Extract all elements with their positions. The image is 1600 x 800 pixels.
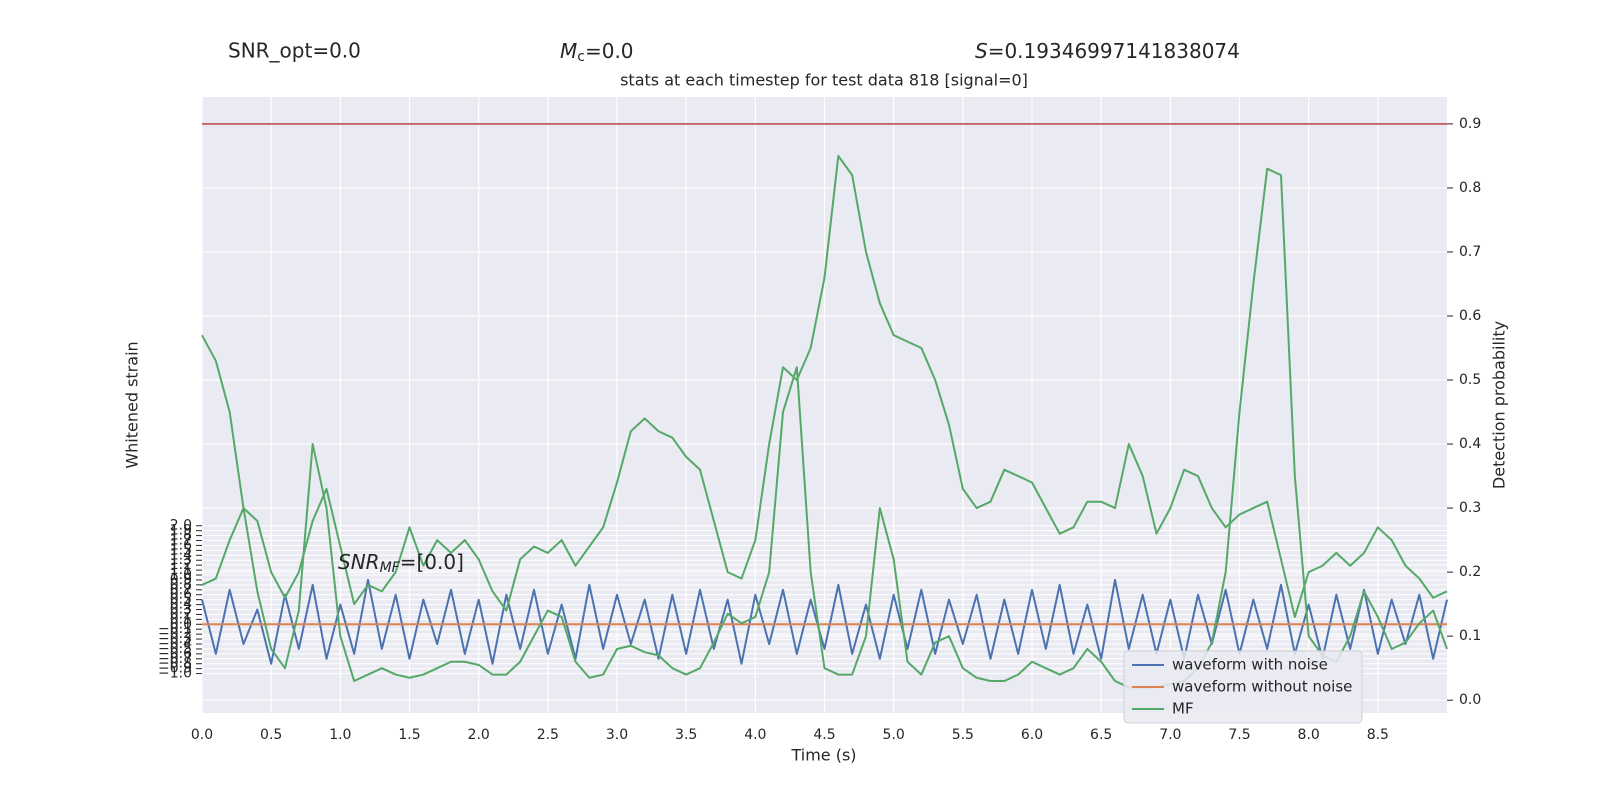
value: =[0.0]	[400, 550, 464, 574]
y-tick-label: −0.8	[158, 656, 192, 672]
y-tick-label: 0.1	[170, 611, 192, 627]
chirp-mass: Mc=0.0	[560, 39, 634, 66]
y-tick-label: 0.7	[170, 582, 192, 598]
x-tick-label: 1.5	[398, 727, 420, 743]
chart-title: stats at each timestep for test data 818…	[620, 71, 1028, 90]
y-tick-label: 2.0	[170, 518, 192, 534]
x-tick-label: 5.0	[883, 727, 905, 743]
y-tick-label: −0.5	[158, 641, 192, 657]
y-tick-label: 1.0	[170, 567, 192, 583]
axes: 0.0 0.5 1.0 1.5 2.0 2.5 3.0 3.5 4.0 4.5 5.0 5.5 6.0 6…	[158, 116, 1481, 743]
y-tick-label: 0.3	[170, 602, 192, 618]
y-tick-label: 1.5	[170, 542, 192, 558]
y-tick-label: 1.6	[170, 537, 192, 553]
subscript: c	[577, 49, 585, 65]
y2-tick-label: 0.3	[1459, 500, 1481, 516]
marks	[201, 123, 1448, 689]
x-axis-label: Time (s)	[790, 746, 856, 765]
legend-box	[1123, 650, 1363, 724]
y2-tick-label: 0.8	[1459, 180, 1481, 196]
y-tick-label: −0.4	[158, 636, 192, 652]
y2-tick-label: 0.9	[1459, 116, 1481, 132]
y-tick-label: −0.1	[158, 621, 192, 637]
y-tick-label: 0.2	[170, 606, 192, 622]
x-tick-label: 6.5	[1090, 727, 1112, 743]
legend-label: waveform with noise	[1172, 656, 1328, 674]
symbol: SNR	[338, 550, 380, 574]
series-line	[201, 167, 1448, 689]
y-tick-label: 0.4	[170, 597, 192, 613]
y-axis-label: Whitened strain	[123, 341, 142, 468]
y-tick-label: −0.3	[158, 631, 192, 647]
legend: waveform with noise waveform without nois…	[1123, 650, 1363, 724]
y-tick-label: 0.5	[170, 592, 192, 608]
x-tick-label: 8.0	[1298, 727, 1320, 743]
x-tick-label: 8.5	[1367, 727, 1389, 743]
x-tick-label: 3.5	[675, 727, 697, 743]
subscript: MF	[380, 560, 401, 576]
y2-tick-label: 0.5	[1459, 372, 1481, 388]
y2-axis-label: Detection probability	[1490, 321, 1509, 489]
legend-label: MF	[1172, 700, 1194, 718]
s-value: S=0.19346997141838074	[975, 39, 1240, 63]
y-tick-label: 1.8	[170, 528, 192, 544]
y-tick-label: −0.7	[158, 651, 192, 667]
value: =0.0	[585, 39, 634, 63]
y-tick-label: −1.0	[158, 666, 192, 682]
y2-tick-label: 0.1	[1459, 628, 1481, 644]
x-tick-label: 4.0	[744, 727, 766, 743]
symbol: M	[560, 39, 577, 63]
y2-tick-label: 0.2	[1459, 564, 1481, 580]
y-tick-label: 0.9	[170, 572, 192, 588]
y-tick-label: 0.6	[170, 587, 192, 603]
value: =0.19346997141838074	[988, 39, 1240, 63]
y-tick-label: 0.8	[170, 577, 192, 593]
y-tick-label: 0.0	[170, 616, 192, 632]
series-line	[201, 154, 1448, 618]
y-tick-label: 1.4	[170, 547, 192, 563]
y-tick-label: −0.2	[158, 626, 192, 642]
x-tick-label: 2.5	[537, 727, 559, 743]
x-tick-label: 1.0	[329, 727, 351, 743]
y-tick-label: 1.2	[170, 557, 192, 573]
y2-tick-label: 0.0	[1459, 692, 1481, 708]
x-tick-label: 0.0	[191, 727, 213, 743]
x-tick-label: 5.5	[952, 727, 974, 743]
y-tick-label: −0.6	[158, 646, 192, 662]
legend-label: waveform without noise	[1172, 678, 1352, 696]
y-tick-label: 1.1	[170, 562, 192, 578]
x-tick-label: 7.0	[1159, 727, 1181, 743]
snr-opt: SNR_opt=0.0	[228, 39, 361, 63]
x-tick-label: 2.0	[468, 727, 490, 743]
x-tick-label: 6.0	[1021, 727, 1043, 743]
x-tick-label: 3.0	[606, 727, 628, 743]
y-tick-label: 1.7	[170, 533, 192, 549]
y2-tick-label: 0.6	[1459, 308, 1481, 324]
y-tick-label: 1.9	[170, 523, 192, 539]
x-tick-label: 4.5	[813, 727, 835, 743]
x-tick-label: 0.5	[260, 727, 282, 743]
symbol: S	[975, 39, 988, 63]
y-tick-label: 1.3	[170, 552, 192, 568]
y2-tick-label: 0.4	[1459, 436, 1481, 452]
y-tick-label: −0.9	[158, 661, 192, 677]
x-tick-label: 7.5	[1228, 727, 1250, 743]
snr-mf: SNRMF=[0.0]	[338, 550, 464, 577]
y2-tick-label: 0.7	[1459, 244, 1481, 260]
